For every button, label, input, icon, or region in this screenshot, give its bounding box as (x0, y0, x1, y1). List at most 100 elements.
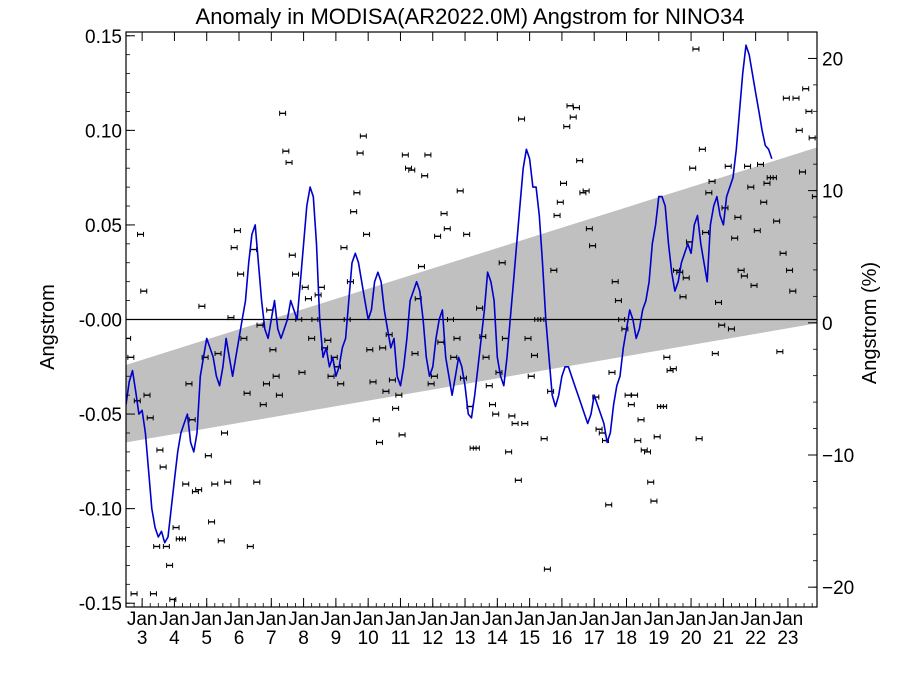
data-point (589, 243, 597, 249)
x-tick-label-month: Jan (676, 609, 707, 630)
data-point (366, 347, 374, 353)
data-point (627, 402, 635, 408)
data-point (660, 404, 668, 410)
data-point (253, 479, 261, 485)
data-point (789, 288, 797, 294)
x-tick-label-month: Jan (385, 609, 416, 630)
data-point (750, 282, 758, 288)
data-point (240, 335, 248, 341)
data-point (356, 150, 364, 156)
y-tick-label-right: 0 (822, 314, 833, 335)
y-tick-label-left: -0.00 (79, 311, 122, 332)
data-point (563, 124, 571, 130)
data-point (608, 369, 616, 375)
x-tick-label-year: 11 (391, 628, 411, 649)
data-point (172, 525, 180, 531)
x-tick-label-year: 12 (422, 628, 443, 649)
data-point (411, 351, 419, 357)
data-point (182, 481, 190, 487)
data-point (375, 439, 383, 445)
data-point (243, 390, 251, 396)
x-tick-label-month: Jan (643, 609, 674, 630)
data-point (208, 519, 216, 525)
x-tick-label-month: Jan (224, 609, 255, 630)
data-point (359, 133, 367, 139)
x-tick-label-year: 17 (584, 628, 605, 649)
data-point (805, 108, 813, 114)
data-point (211, 481, 219, 487)
data-point (702, 229, 710, 235)
data-point (363, 231, 371, 237)
data-point (388, 377, 396, 383)
data-point (308, 335, 316, 341)
data-point (614, 298, 622, 304)
data-point (220, 430, 228, 436)
data-point (453, 335, 461, 341)
y-tick-label-right: −10 (822, 446, 854, 467)
data-point (162, 543, 170, 549)
y-tick-label-left: 0.05 (85, 216, 122, 237)
data-point (711, 351, 719, 357)
data-point (372, 417, 380, 423)
data-point (204, 453, 212, 459)
data-point (505, 449, 513, 455)
data-point (185, 381, 193, 387)
y-axis-label-right: Angstrom (%) (859, 262, 881, 384)
data-point (689, 165, 697, 171)
data-point (698, 146, 706, 152)
data-point (611, 279, 619, 285)
data-point (637, 417, 645, 423)
data-point (311, 317, 319, 322)
data-point (298, 369, 306, 375)
data-point (679, 294, 687, 300)
x-tick-label-month: Jan (482, 609, 513, 630)
data-point (424, 152, 432, 158)
data-point (695, 436, 703, 442)
data-point (195, 487, 203, 493)
data-point (769, 175, 777, 181)
data-point (737, 267, 745, 273)
data-point (763, 180, 771, 186)
data-point (792, 95, 800, 101)
x-tick-label-month: Jan (708, 609, 739, 630)
data-point (227, 315, 235, 321)
x-tick-label-month: Jan (288, 609, 319, 630)
data-point (653, 434, 661, 440)
data-point (476, 305, 484, 311)
data-point (740, 273, 748, 279)
x-tick-label-month: Jan (514, 609, 545, 630)
data-point (795, 127, 803, 133)
data-point (692, 46, 700, 52)
data-point (550, 267, 558, 273)
x-tick-label-year: 4 (169, 628, 180, 649)
data-point (585, 226, 593, 232)
x-tick-label-year: 6 (234, 628, 245, 649)
data-point (398, 432, 406, 438)
data-point (224, 479, 232, 485)
x-tick-label-month: Jan (547, 609, 578, 630)
x-tick-label-year: 14 (487, 628, 509, 649)
data-point (233, 228, 241, 234)
data-point (456, 188, 464, 194)
data-point (682, 275, 690, 281)
data-point (527, 373, 535, 379)
data-point (488, 402, 496, 408)
x-tick-label-year: 21 (713, 628, 734, 649)
data-point (159, 464, 167, 470)
x-tick-label-year: 16 (551, 628, 572, 649)
data-point (146, 415, 154, 421)
data-point (272, 373, 280, 379)
y-tick-label-right: 10 (822, 182, 843, 203)
data-point (569, 114, 577, 120)
data-point (179, 536, 187, 542)
data-point (324, 337, 332, 343)
data-point (753, 228, 761, 234)
x-tick-label-month: Jan (773, 609, 804, 630)
data-point (508, 413, 516, 419)
data-point (773, 218, 781, 224)
data-point (230, 245, 238, 251)
data-point (514, 477, 522, 483)
data-point (511, 421, 519, 427)
data-point (392, 405, 400, 411)
x-tick-label-year: 23 (777, 628, 798, 649)
